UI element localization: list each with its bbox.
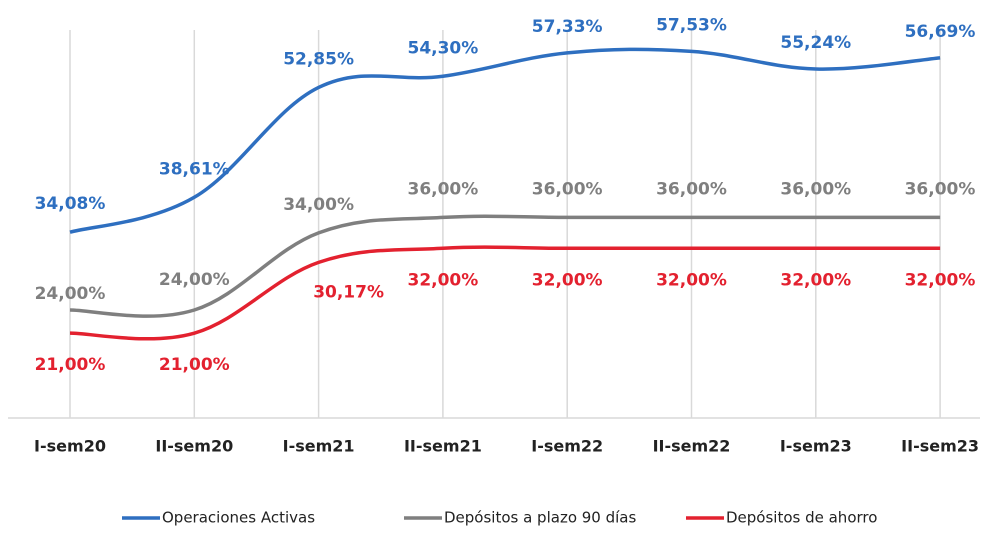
- data-label: 36,00%: [532, 179, 603, 199]
- x-tick-label: II-sem21: [404, 437, 482, 456]
- data-label: 36,00%: [656, 179, 727, 199]
- data-label: 32,00%: [656, 270, 727, 290]
- data-label: 54,30%: [407, 38, 478, 58]
- data-label: 38,61%: [159, 159, 230, 179]
- data-label: 24,00%: [35, 284, 106, 304]
- x-tick-label: II-sem23: [901, 437, 979, 456]
- data-label: 32,00%: [780, 270, 851, 290]
- x-tick-label: I-sem21: [283, 437, 355, 456]
- data-label: 32,00%: [407, 270, 478, 290]
- data-label: 55,24%: [780, 33, 851, 53]
- x-tick-label: II-sem22: [653, 437, 731, 456]
- line: [69, 245, 941, 341]
- x-tick-label: I-sem20: [34, 437, 106, 456]
- data-label: 34,08%: [35, 194, 106, 214]
- data-label: 57,53%: [656, 15, 727, 35]
- data-label: 24,00%: [159, 270, 230, 290]
- data-label: 32,00%: [532, 270, 603, 290]
- legend-label: Operaciones Activas: [162, 509, 315, 527]
- data-label: 21,00%: [159, 355, 230, 375]
- line: [69, 47, 941, 234]
- data-label: 32,00%: [905, 270, 976, 290]
- x-tick-label: I-sem22: [531, 437, 603, 456]
- data-label: 36,00%: [905, 179, 976, 199]
- legend-label: Depósitos a plazo 90 días: [444, 509, 636, 527]
- x-tick-label: II-sem20: [155, 437, 233, 456]
- data-label: 57,33%: [532, 17, 603, 37]
- data-label: 21,00%: [35, 355, 106, 375]
- x-tick-label: I-sem23: [780, 437, 852, 456]
- data-label: 34,00%: [283, 195, 354, 215]
- data-label: 56,69%: [905, 22, 976, 42]
- line: [69, 214, 941, 318]
- legend-label: Depósitos de ahorro: [726, 509, 877, 527]
- data-label: 30,17%: [313, 282, 384, 302]
- data-label: 52,85%: [283, 49, 354, 69]
- data-label: 36,00%: [407, 179, 478, 199]
- data-label: 36,00%: [780, 179, 851, 199]
